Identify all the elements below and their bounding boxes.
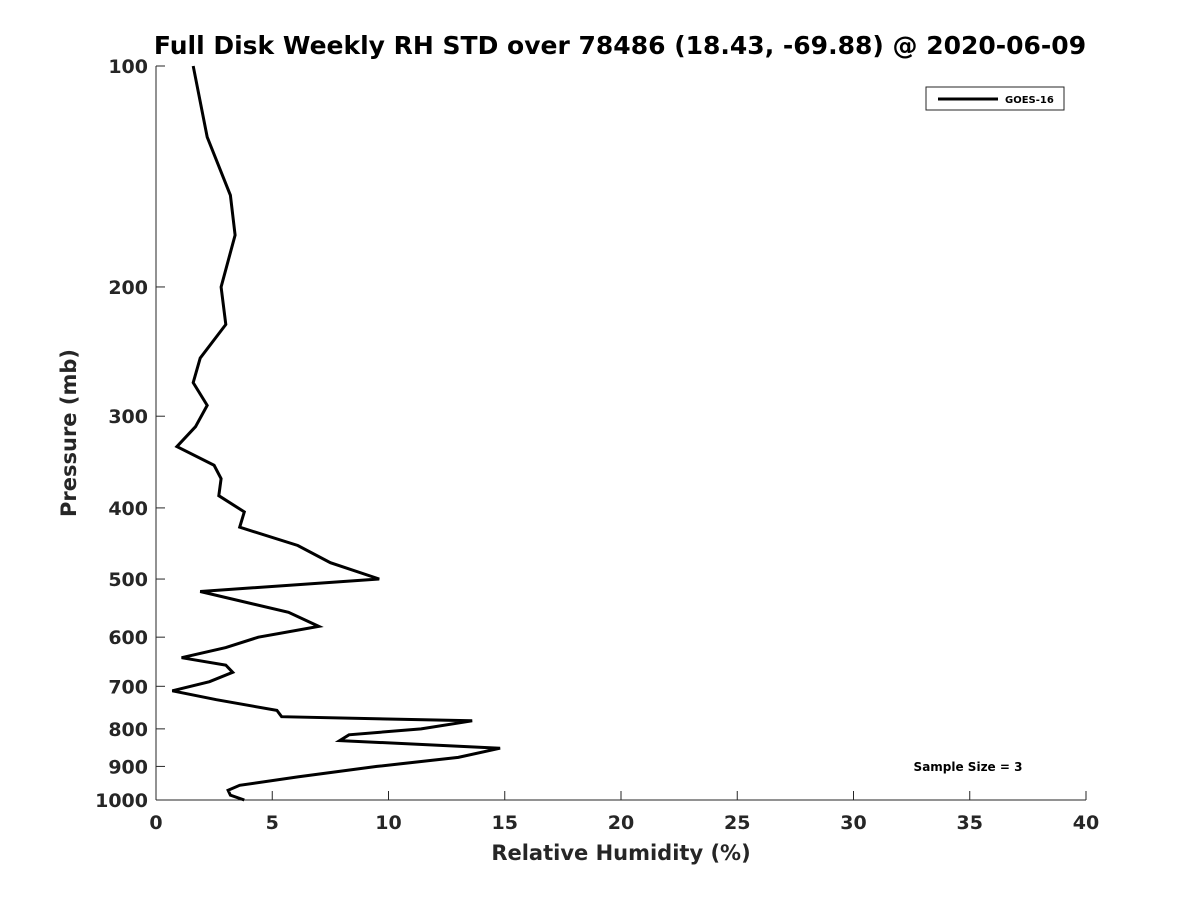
x-axis-label: Relative Humidity (%) <box>491 841 750 865</box>
chart-title: Full Disk Weekly RH STD over 78486 (18.4… <box>154 31 1086 60</box>
y-axis-label: Pressure (mb) <box>57 349 81 517</box>
x-tick-label: 0 <box>149 812 162 834</box>
y-tick-label: 300 <box>108 406 148 428</box>
series-line-goes-16 <box>171 65 501 802</box>
x-tick-label: 25 <box>724 812 750 834</box>
x-tick-label: 15 <box>492 812 518 834</box>
y-tick-label: 400 <box>108 498 148 520</box>
y-tick-label: 900 <box>108 756 148 778</box>
x-tick-label: 40 <box>1073 812 1099 834</box>
sample-size-annotation: Sample Size = 3 <box>914 760 1023 774</box>
y-tick-label: 500 <box>108 569 148 591</box>
x-tick-label: 35 <box>957 812 983 834</box>
y-tick-label: 700 <box>108 676 148 698</box>
y-tick-label: 800 <box>108 719 148 741</box>
x-tick-label: 10 <box>375 812 401 834</box>
y-tick-label: 1000 <box>95 790 148 812</box>
x-tick-label: 5 <box>266 812 279 834</box>
x-axis-ticks: 0 5 10 15 20 25 30 35 40 <box>149 791 1099 834</box>
series-layer <box>171 65 501 802</box>
legend-label-goes-16: GOES-16 <box>1005 95 1054 106</box>
y-axis-ticks: 100 200 300 400 500 600 700 800 900 1000 <box>95 56 165 812</box>
x-tick-label: 30 <box>840 812 866 834</box>
legend: GOES-16 <box>925 86 1065 111</box>
x-tick-label: 20 <box>608 812 634 834</box>
y-tick-label: 200 <box>108 277 148 299</box>
y-tick-label: 100 <box>108 56 148 78</box>
y-tick-label: 600 <box>108 627 148 649</box>
